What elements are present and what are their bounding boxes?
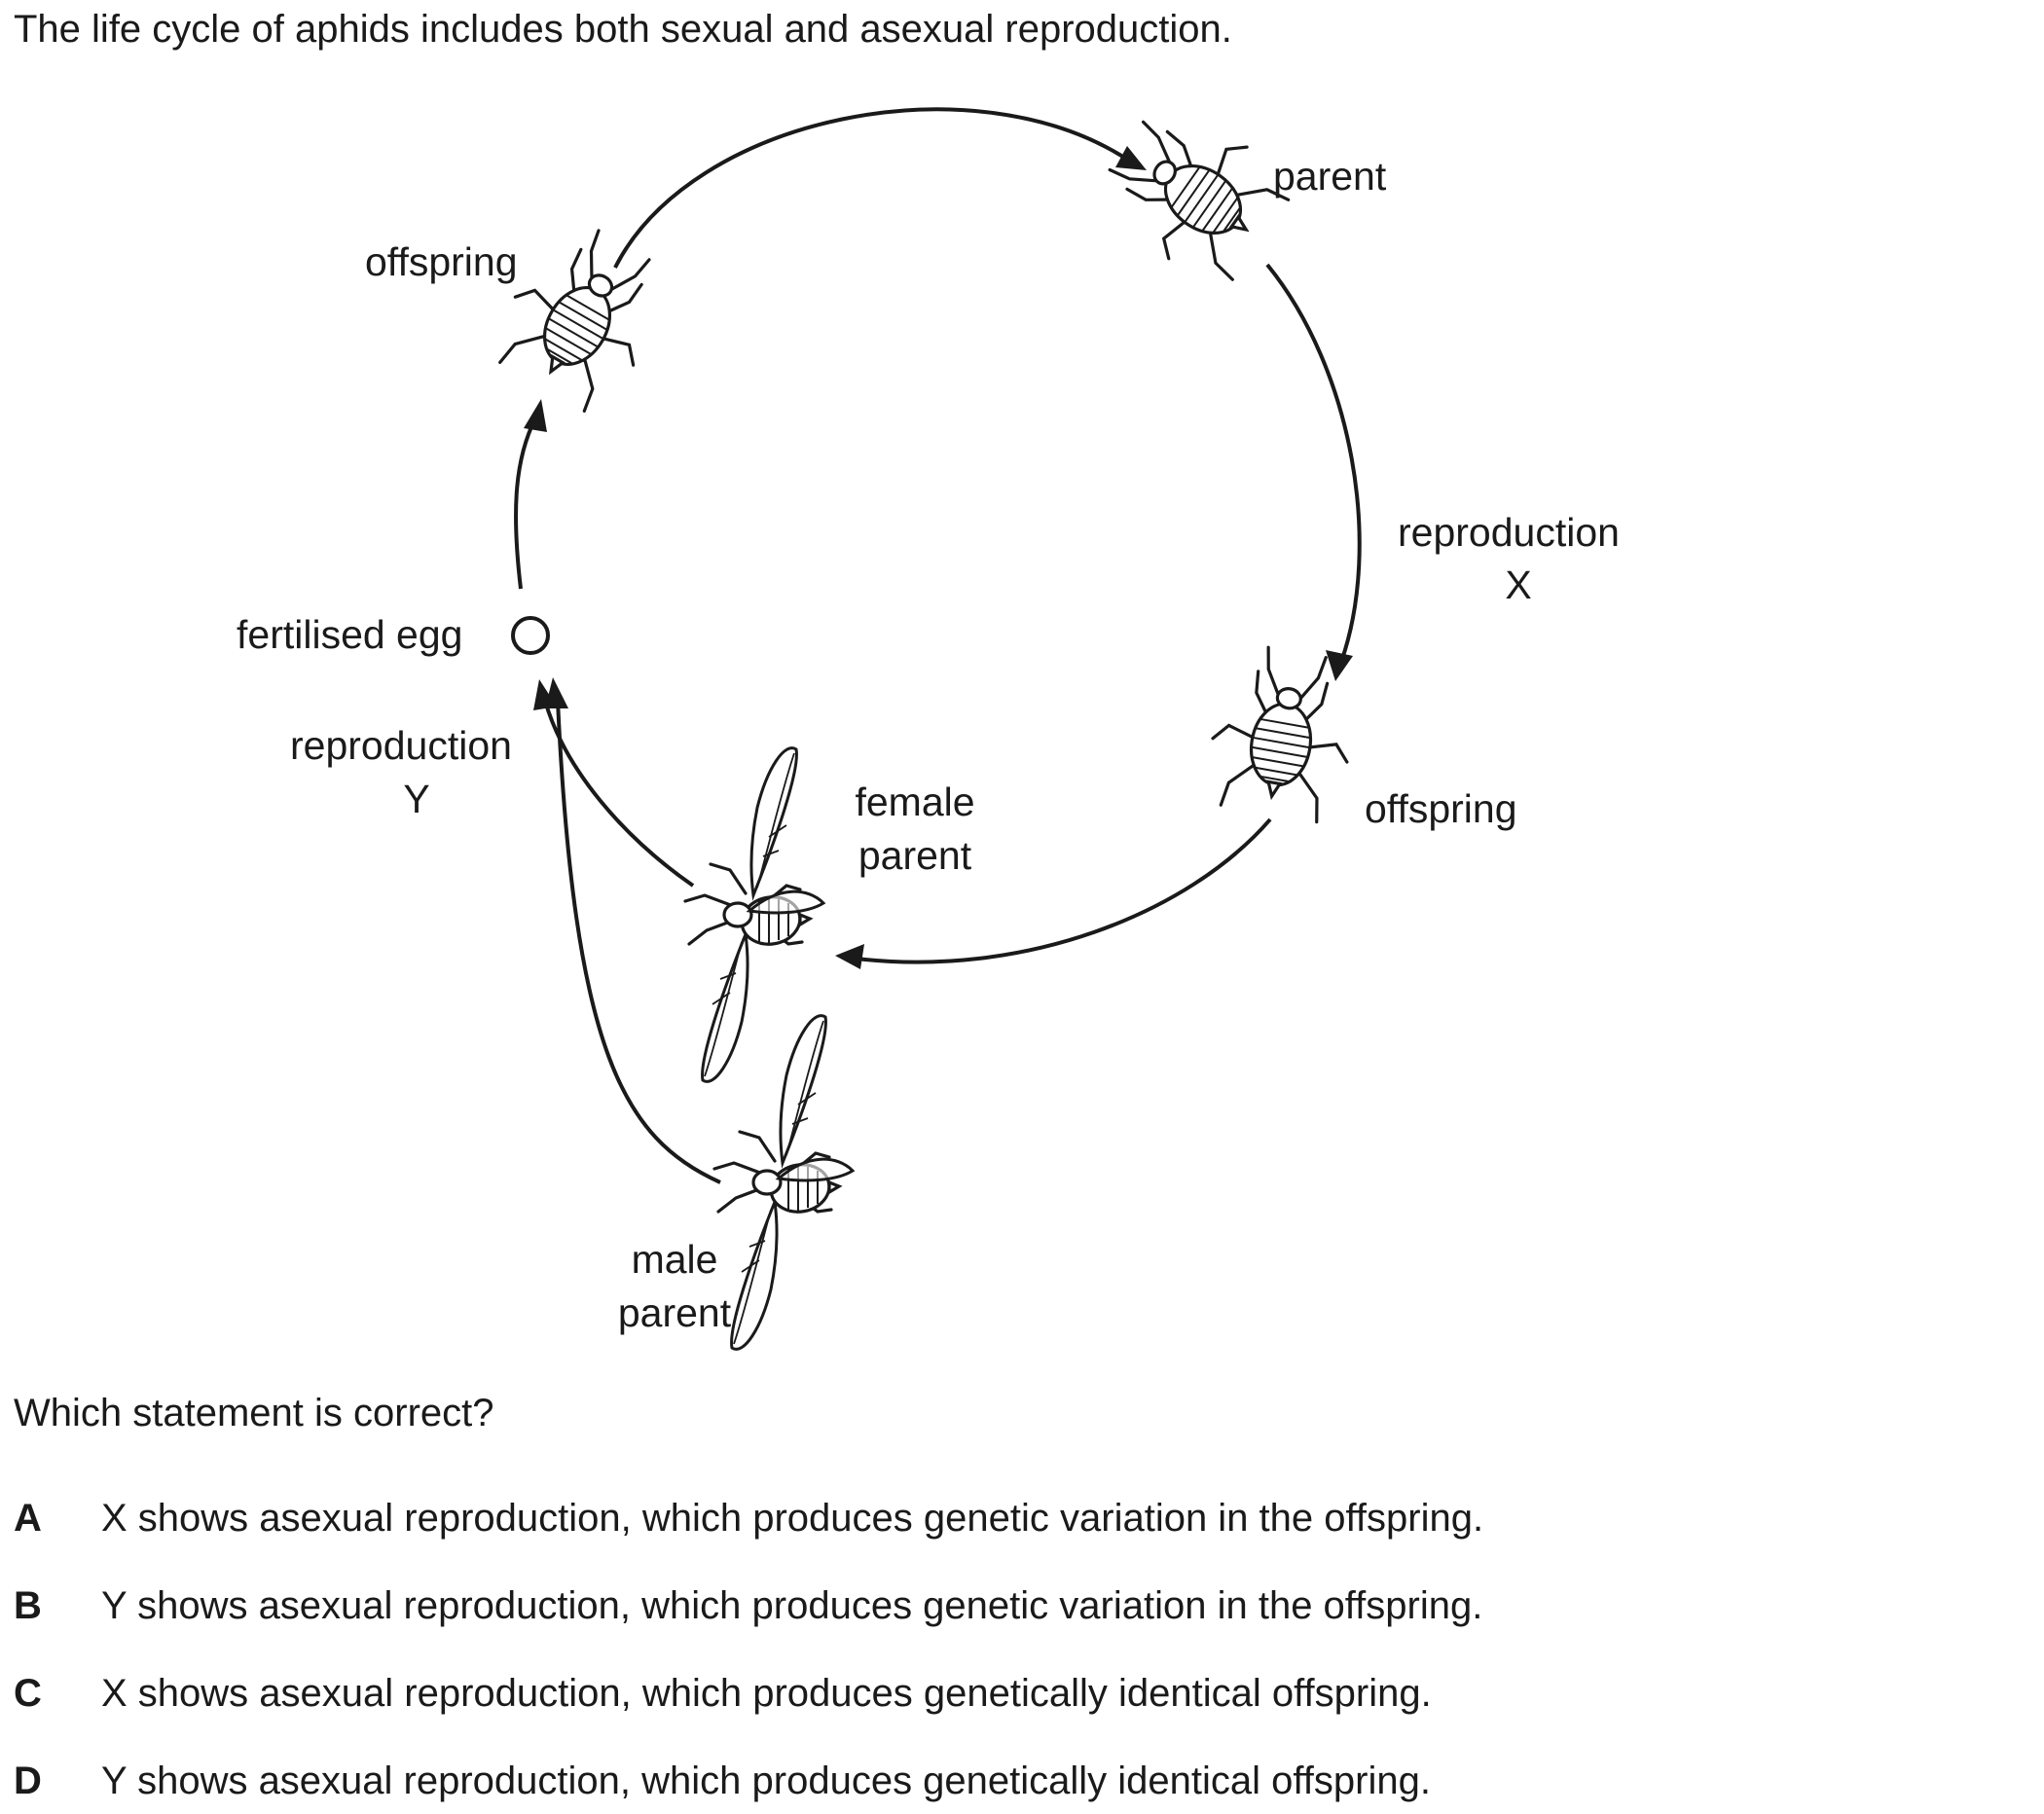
option-c[interactable]: C X shows asexual reproduction, which pro… bbox=[14, 1672, 1432, 1716]
option-c-text: X shows asexual reproduction, which prod… bbox=[101, 1672, 1432, 1715]
label-offspring-right: offspring bbox=[1365, 786, 1517, 831]
aphid-life-cycle-diagram: parent offspring reproduction X fertilis… bbox=[237, 88, 1620, 1351]
label-male-parent: parent bbox=[618, 1290, 732, 1335]
label-x: X bbox=[1505, 562, 1531, 607]
arrow-egg-to-offspring bbox=[514, 399, 547, 590]
label-male: male bbox=[632, 1237, 718, 1282]
option-b-text: Y shows asexual reproduction, which prod… bbox=[101, 1584, 1483, 1627]
label-offspring-top: offspring bbox=[365, 239, 518, 284]
label-reproduction-y: reproduction bbox=[290, 723, 512, 768]
label-parent: parent bbox=[1273, 154, 1387, 199]
winged-aphid-male-icon bbox=[712, 1014, 855, 1351]
arrow-offspring-to-parent bbox=[613, 107, 1147, 269]
fertilised-egg-icon bbox=[511, 616, 550, 655]
arrow-parent-to-offspring bbox=[1265, 263, 1362, 681]
option-d-letter: D bbox=[14, 1760, 42, 1802]
option-a[interactable]: A X shows asexual reproduction, which pro… bbox=[14, 1497, 1483, 1541]
option-c-letter: C bbox=[14, 1672, 42, 1715]
label-reproduction-x: reproduction bbox=[1398, 510, 1620, 555]
question-text: Which statement is correct? bbox=[14, 1392, 494, 1434]
option-a-letter: A bbox=[14, 1497, 42, 1540]
label-fertilised-egg: fertilised egg bbox=[237, 612, 462, 657]
option-d-text: Y shows asexual reproduction, which prod… bbox=[101, 1760, 1431, 1802]
label-female-parent: parent bbox=[858, 833, 972, 878]
option-b-letter: B bbox=[14, 1584, 42, 1627]
option-d[interactable]: D Y shows asexual reproduction, which pro… bbox=[14, 1760, 1431, 1803]
arrow-male-to-egg bbox=[545, 677, 721, 1184]
arrow-offspring-to-female bbox=[835, 817, 1272, 969]
option-b[interactable]: B Y shows asexual reproduction, which pro… bbox=[14, 1584, 1482, 1628]
label-y: Y bbox=[403, 777, 429, 821]
label-female: female bbox=[855, 780, 974, 824]
option-a-text: X shows asexual reproduction, which prod… bbox=[101, 1497, 1484, 1540]
intro-text: The life cycle of aphids includes both s… bbox=[14, 8, 1232, 51]
